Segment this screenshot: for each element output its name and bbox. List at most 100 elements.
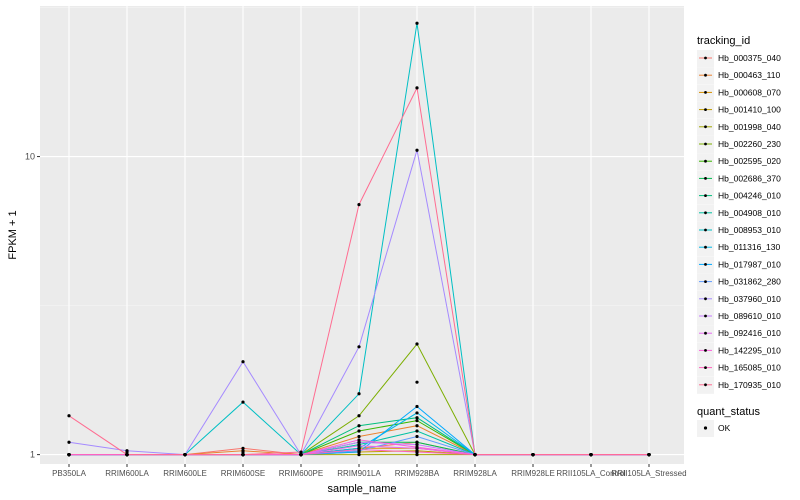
data-point [241, 453, 245, 457]
grid-major [40, 6, 684, 464]
legend-label: Hb_092416_010 [718, 328, 781, 338]
legend-items: Hb_000375_040 Hb_000463_110 Hb_000608_070 H… [697, 50, 781, 394]
legend-label: Hb_004246_010 [718, 191, 781, 201]
grid-minor [40, 7, 684, 306]
data-point [415, 21, 419, 25]
data-point [589, 453, 593, 457]
data-points [67, 21, 651, 457]
legend-label: Hb_170935_010 [718, 380, 781, 390]
legend-key-point [704, 211, 707, 215]
data-point [415, 419, 419, 423]
data-point [125, 450, 129, 454]
legend-label: Hb_037960_010 [718, 294, 781, 304]
data-point [415, 411, 419, 415]
data-point [357, 345, 361, 349]
data-point [183, 453, 187, 457]
legend-key-point [704, 314, 707, 318]
data-point [299, 453, 303, 457]
legend-label: Hb_008953_010 [718, 225, 781, 235]
x-axis-title: sample_name [327, 483, 396, 495]
legend-label: Hb_002686_370 [718, 173, 781, 183]
data-point [125, 453, 129, 457]
data-point [415, 429, 419, 433]
shape-legend-title: quant_status [697, 406, 760, 418]
data-point [415, 342, 419, 346]
legend-key-point [704, 159, 707, 163]
shape-legend-label: OK [718, 423, 731, 433]
data-point [67, 453, 71, 457]
legend-key-point [704, 228, 707, 232]
legend-key-point [704, 177, 707, 180]
legend-label: Hb_165085_010 [718, 363, 781, 373]
x-tick-label: RRII105LA_Control [556, 469, 626, 478]
legend-key-point [704, 142, 707, 146]
y-tick-label: 1 [30, 450, 35, 460]
x-tick-label: RRIM600LA [105, 469, 149, 478]
x-tick-label: RRIM928BA [395, 469, 440, 478]
plot-panel [40, 6, 684, 464]
data-point [357, 434, 361, 439]
data-point [531, 453, 535, 457]
data-point [357, 438, 361, 442]
data-point [415, 450, 419, 454]
legend-label: Hb_002595_020 [718, 156, 781, 166]
data-point [241, 450, 245, 454]
data-point [473, 453, 477, 457]
data-point [241, 400, 245, 404]
data-point [357, 447, 361, 452]
legend-label: Hb_001998_040 [718, 122, 781, 132]
x-axis: PB350LA RRIM600LA RRIM600LE RRIM600SE RRIM60… [52, 464, 687, 478]
legend-key-point [704, 297, 707, 301]
data-point [415, 380, 419, 384]
data-point [357, 429, 361, 433]
legend-key-point [704, 194, 707, 198]
legend-label: Hb_000463_110 [718, 70, 781, 80]
x-tick-label: RRIM928LE [511, 469, 555, 478]
data-point [67, 414, 71, 418]
legend-label: Hb_000608_070 [718, 87, 781, 97]
y-tick-label: 10 [25, 152, 35, 162]
data-point [357, 444, 361, 448]
legend-key-point [704, 125, 707, 129]
legend-key-point [704, 56, 707, 60]
legend-key-point [704, 73, 707, 77]
x-tick-label: RRII105LA_Stressed [611, 469, 686, 478]
legend-key-point [704, 108, 707, 111]
data-point [357, 414, 361, 418]
x-tick-label: RRIM600PE [279, 469, 323, 478]
legend-key-point [704, 280, 707, 283]
x-tick-label: RRIM600SE [221, 469, 265, 478]
shape-legend-key-point [703, 426, 708, 430]
data-point [67, 440, 71, 444]
data-point [647, 453, 651, 457]
y-axis-title: FPKM + 1 [7, 210, 19, 259]
data-point [415, 434, 419, 439]
legend-label: Hb_002260_230 [718, 139, 781, 149]
legend-label: Hb_017987_010 [718, 259, 781, 269]
data-point [415, 443, 419, 447]
data-point [241, 360, 245, 364]
legend-label: Hb_000375_040 [718, 53, 781, 63]
data-point [357, 392, 361, 396]
data-point [415, 445, 419, 449]
data-point [357, 440, 361, 444]
legend-label: Hb_004908_010 [718, 208, 781, 218]
legend-key-point [704, 331, 707, 335]
x-tick-label: RRIM928LA [453, 469, 497, 478]
legend-key-point [704, 366, 707, 369]
data-point [357, 453, 361, 457]
legend-label: Hb_011316_130 [718, 242, 781, 252]
data-point [415, 453, 419, 457]
legend-title: tracking_id [697, 35, 750, 47]
legend-label: Hb_142295_010 [718, 345, 781, 355]
x-tick-label: RRIM901LA [337, 469, 381, 478]
legend-key-point [704, 263, 707, 266]
data-point [415, 424, 419, 428]
shape-legend-items: OK [697, 420, 731, 437]
legend-key-point [704, 349, 707, 352]
shape-legend: quant_status OK [697, 406, 760, 437]
data-point [415, 86, 419, 90]
data-point [357, 202, 361, 207]
y-axis: 1 10 [25, 152, 40, 460]
